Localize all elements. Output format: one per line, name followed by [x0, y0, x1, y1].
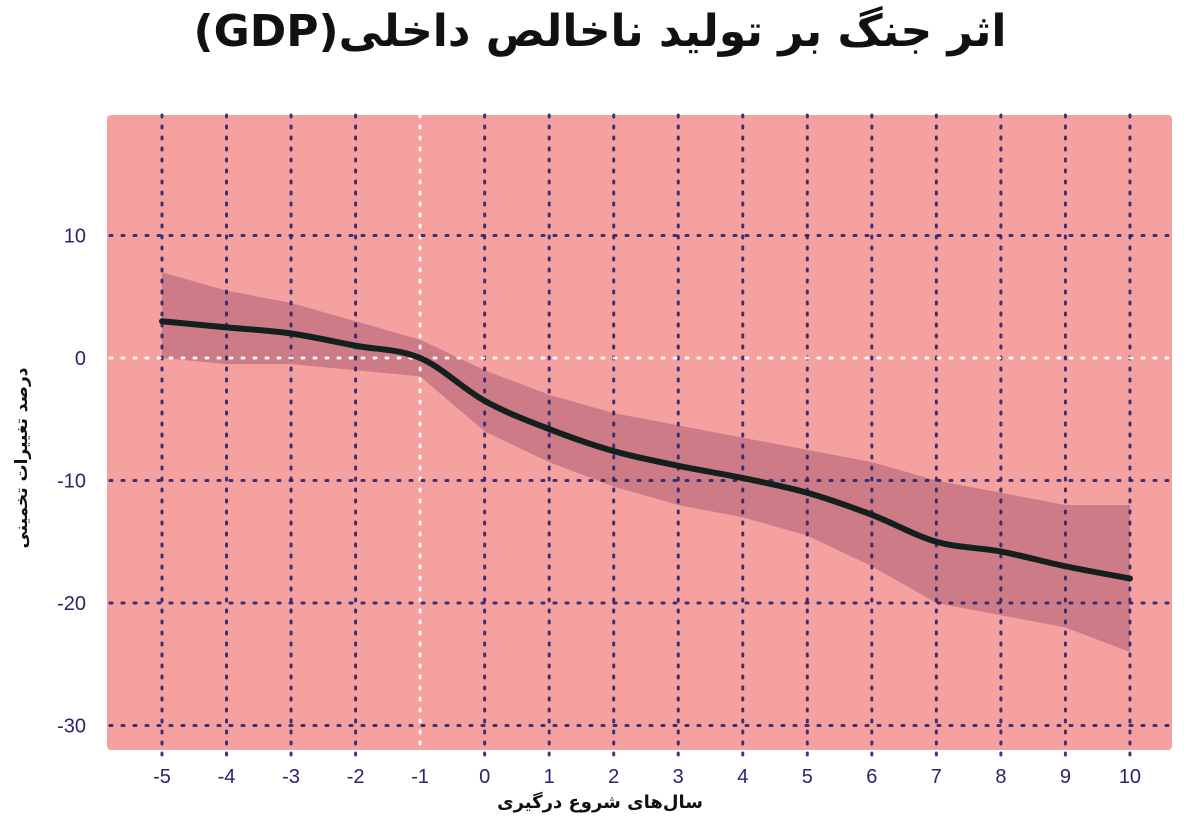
x-tick-label: -3 [282, 766, 300, 788]
estimate-line [159, 318, 1133, 582]
confidence-band-area [162, 272, 1130, 652]
x-tick-label: 7 [931, 766, 942, 788]
y-tick-label: -20 [57, 593, 86, 615]
y-tick-label: 10 [64, 226, 86, 248]
y-tick-label: 0 [75, 348, 86, 370]
confidence-band [162, 272, 1130, 652]
x-tick-label: -5 [153, 766, 171, 788]
y-tick-label: -30 [57, 716, 86, 738]
x-tick-label: -2 [347, 766, 365, 788]
x-tick-label: 8 [995, 766, 1006, 788]
x-tick-label: 6 [866, 766, 877, 788]
x-tick-label: 1 [544, 766, 555, 788]
y-axis-ticks: 10 0 -10 -20 -30 [57, 226, 86, 738]
estimate-line-path [159, 318, 1133, 582]
grid-lines [108, 113, 1174, 764]
x-tick-label: 10 [1119, 766, 1141, 788]
x-tick-label: 9 [1060, 766, 1071, 788]
x-tick-label: -4 [218, 766, 236, 788]
x-tick-label: 2 [608, 766, 619, 788]
x-axis-label: سال‌های شروع درگیری [497, 792, 703, 813]
x-tick-label: 5 [802, 766, 813, 788]
chart-title: اثر جنگ بر تولید ناخالص داخلی(GDP) [193, 6, 1007, 57]
x-tick-label: 0 [479, 766, 490, 788]
y-tick-label: -10 [57, 471, 86, 493]
x-tick-label: -1 [411, 766, 429, 788]
x-tick-label: 3 [673, 766, 684, 788]
x-tick-label: 4 [737, 766, 748, 788]
x-axis-ticks: -5 -4 -3 -2 -1 0 1 2 3 4 5 6 7 8 9 10 [153, 766, 1141, 788]
